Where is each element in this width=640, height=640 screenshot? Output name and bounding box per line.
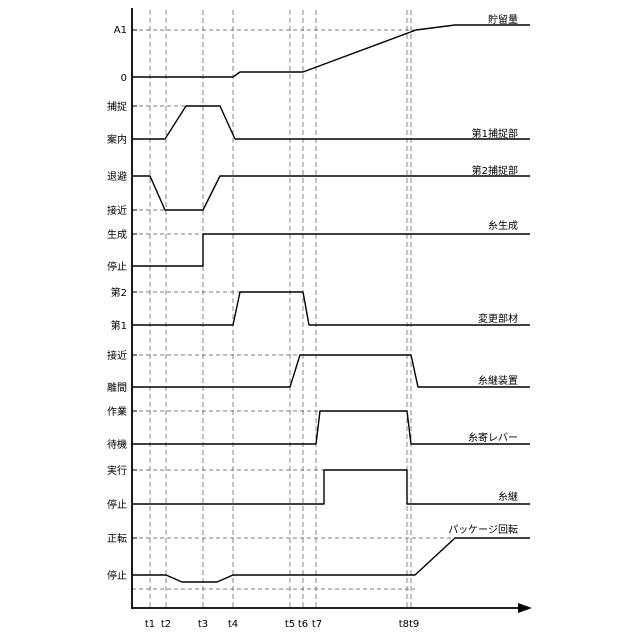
time-label-t1: t1 [145,619,155,630]
signal-name-splice: 糸継 [498,490,518,503]
waveform-capture1 [132,106,530,139]
level-label-yarngen-high: 生成 [107,228,127,241]
level-label-joiner-high: 接近 [107,349,127,362]
time-labels: t1 t2 t3 t4 t5 t6 t7 t8t9 [145,619,419,630]
level-label-splice-low: 停止 [107,498,127,511]
signal-name-changer: 変更部材 [478,312,518,325]
waveform-storage [132,25,530,77]
level-label-capture1-low: 案内 [107,133,127,146]
level-label-joiner-low: 離間 [107,381,127,394]
waveform-capture2 [132,176,530,210]
axes [132,8,532,613]
level-label-changer-high: 第2 [111,286,127,299]
signal-names: 貯留量 第1捕捉部 第2捕捉部 糸生成 変更部材 糸継装置 糸寄レバー 糸継 パ… [448,13,518,536]
time-label-t8t9: t8t9 [399,619,420,630]
x-axis-arrow [518,603,532,613]
level-label-capture1-high: 捕捉 [107,100,127,113]
level-label-rotation-high: 正転 [107,533,127,545]
signal-name-capture2: 第2捕捉部 [472,164,518,177]
signal-name-storage: 貯留量 [488,13,518,26]
waveform-changer [132,292,530,325]
level-label-yarngen-low: 停止 [107,260,127,273]
time-label-t5: t5 [285,619,295,630]
waveform-yarngen [132,234,530,266]
signal-name-lever: 糸寄レバー [468,431,518,444]
level-label-changer-low: 第1 [111,319,127,332]
level-labels: A1 0 捕捉 案内 退避 接近 生成 停止 第2 第1 接近 離間 作業 待機… [107,25,127,582]
level-label-rotation-low: 停止 [107,569,127,582]
waveform-rotation [132,538,530,582]
level-label-capture2-low: 接近 [107,204,127,217]
level-label-lever-low: 待機 [107,438,127,451]
time-label-t2: t2 [161,619,171,630]
time-label-t3: t3 [198,619,208,630]
signal-name-capture1: 第1捕捉部 [472,127,518,140]
waveform-splice [132,470,530,504]
waveform-joiner [132,355,530,387]
signal-name-yarngen: 糸生成 [488,219,518,232]
level-label-lever-high: 作業 [107,405,127,418]
level-label-storage-low: 0 [121,73,127,84]
time-label-t6: t6 [298,619,308,630]
time-guides [150,10,411,608]
level-label-splice-high: 実行 [107,464,127,477]
signal-name-joiner: 糸継装置 [478,374,518,387]
level-label-storage-high: A1 [114,25,127,36]
signal-name-rotation: パッケージ回転 [448,524,518,536]
time-label-t7: t7 [312,619,322,630]
level-label-capture2-high: 退避 [107,170,127,183]
time-label-t4: t4 [228,619,238,630]
waveforms [132,25,530,582]
